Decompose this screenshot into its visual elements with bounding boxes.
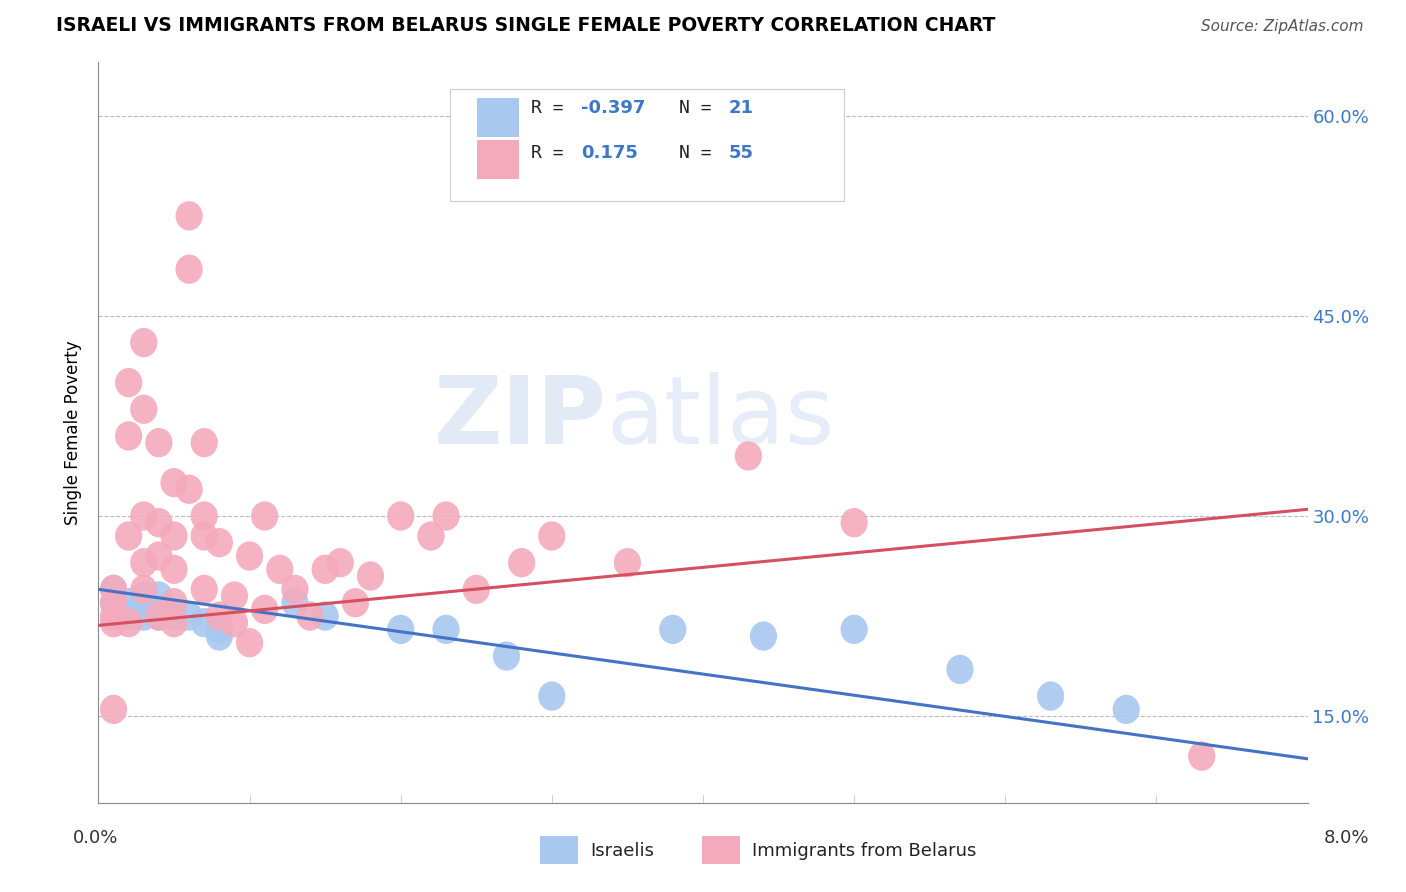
Ellipse shape [659,615,686,644]
Ellipse shape [160,468,187,498]
Ellipse shape [145,428,173,458]
Ellipse shape [100,608,127,638]
Ellipse shape [841,615,868,644]
Ellipse shape [387,615,415,644]
Ellipse shape [205,622,233,651]
Ellipse shape [433,501,460,531]
Ellipse shape [160,588,187,617]
Text: 55: 55 [728,144,754,161]
Ellipse shape [131,328,157,358]
Ellipse shape [176,254,202,284]
Ellipse shape [735,442,762,471]
Ellipse shape [538,681,565,711]
Ellipse shape [100,601,127,631]
Ellipse shape [176,601,202,631]
Ellipse shape [236,541,263,571]
Ellipse shape [160,555,187,584]
Ellipse shape [131,588,157,617]
Ellipse shape [266,555,294,584]
Ellipse shape [946,655,973,684]
Text: 0.175: 0.175 [581,144,637,161]
Ellipse shape [312,555,339,584]
Text: atlas: atlas [606,372,835,464]
Ellipse shape [418,521,444,550]
Text: R =: R = [531,99,575,117]
Ellipse shape [252,501,278,531]
Ellipse shape [387,501,415,531]
Ellipse shape [312,601,339,631]
Ellipse shape [191,574,218,604]
Ellipse shape [191,608,218,638]
Ellipse shape [841,508,868,537]
Ellipse shape [749,622,778,651]
Ellipse shape [160,521,187,550]
Text: ZIP: ZIP [433,372,606,464]
Ellipse shape [463,574,489,604]
Text: Source: ZipAtlas.com: Source: ZipAtlas.com [1201,20,1364,34]
Ellipse shape [145,601,173,631]
Text: N =: N = [679,99,723,117]
Ellipse shape [145,582,173,611]
Ellipse shape [538,521,565,550]
Ellipse shape [145,541,173,571]
Ellipse shape [1112,695,1140,724]
Ellipse shape [236,628,263,657]
Ellipse shape [191,521,218,550]
Ellipse shape [160,601,187,631]
Ellipse shape [115,608,142,638]
Ellipse shape [145,508,173,537]
Ellipse shape [115,368,142,397]
Ellipse shape [205,528,233,558]
Ellipse shape [281,588,308,617]
Ellipse shape [221,582,247,611]
Ellipse shape [100,574,127,604]
Ellipse shape [297,601,323,631]
Ellipse shape [205,601,233,631]
Ellipse shape [1038,681,1064,711]
Ellipse shape [115,601,142,631]
Ellipse shape [342,588,368,617]
Ellipse shape [1188,741,1215,771]
Ellipse shape [115,521,142,550]
Ellipse shape [191,428,218,458]
Ellipse shape [326,548,354,577]
Ellipse shape [191,501,218,531]
Ellipse shape [433,615,460,644]
Text: N =: N = [679,144,723,161]
Ellipse shape [494,641,520,671]
Ellipse shape [176,202,202,230]
Text: ISRAELI VS IMMIGRANTS FROM BELARUS SINGLE FEMALE POVERTY CORRELATION CHART: ISRAELI VS IMMIGRANTS FROM BELARUS SINGL… [56,16,995,35]
Ellipse shape [131,601,157,631]
Ellipse shape [100,574,127,604]
Ellipse shape [145,601,173,631]
Ellipse shape [100,588,127,617]
Ellipse shape [160,608,187,638]
Ellipse shape [205,615,233,644]
Ellipse shape [176,475,202,504]
Text: 8.0%: 8.0% [1324,829,1369,847]
Text: Israelis: Israelis [591,842,655,860]
Text: 21: 21 [728,99,754,117]
Ellipse shape [100,695,127,724]
Ellipse shape [131,582,157,611]
Ellipse shape [221,608,247,638]
Text: -0.397: -0.397 [581,99,645,117]
Y-axis label: Single Female Poverty: Single Female Poverty [65,341,83,524]
Ellipse shape [115,588,142,617]
Ellipse shape [357,561,384,591]
Ellipse shape [614,548,641,577]
Ellipse shape [131,548,157,577]
Ellipse shape [115,421,142,450]
Ellipse shape [131,394,157,424]
Text: Immigrants from Belarus: Immigrants from Belarus [752,842,977,860]
Ellipse shape [131,501,157,531]
Ellipse shape [252,595,278,624]
Ellipse shape [281,574,308,604]
Text: R =: R = [531,144,575,161]
Text: 0.0%: 0.0% [73,829,118,847]
Ellipse shape [100,588,127,617]
Ellipse shape [131,574,157,604]
Ellipse shape [508,548,536,577]
